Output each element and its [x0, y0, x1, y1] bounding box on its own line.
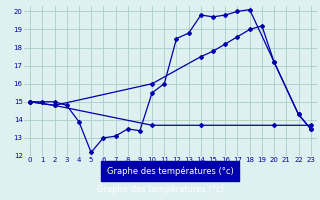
X-axis label: Graphe des températures (°c): Graphe des températures (°c) [107, 166, 234, 176]
Text: Graphe des températures (°c): Graphe des températures (°c) [97, 184, 223, 194]
